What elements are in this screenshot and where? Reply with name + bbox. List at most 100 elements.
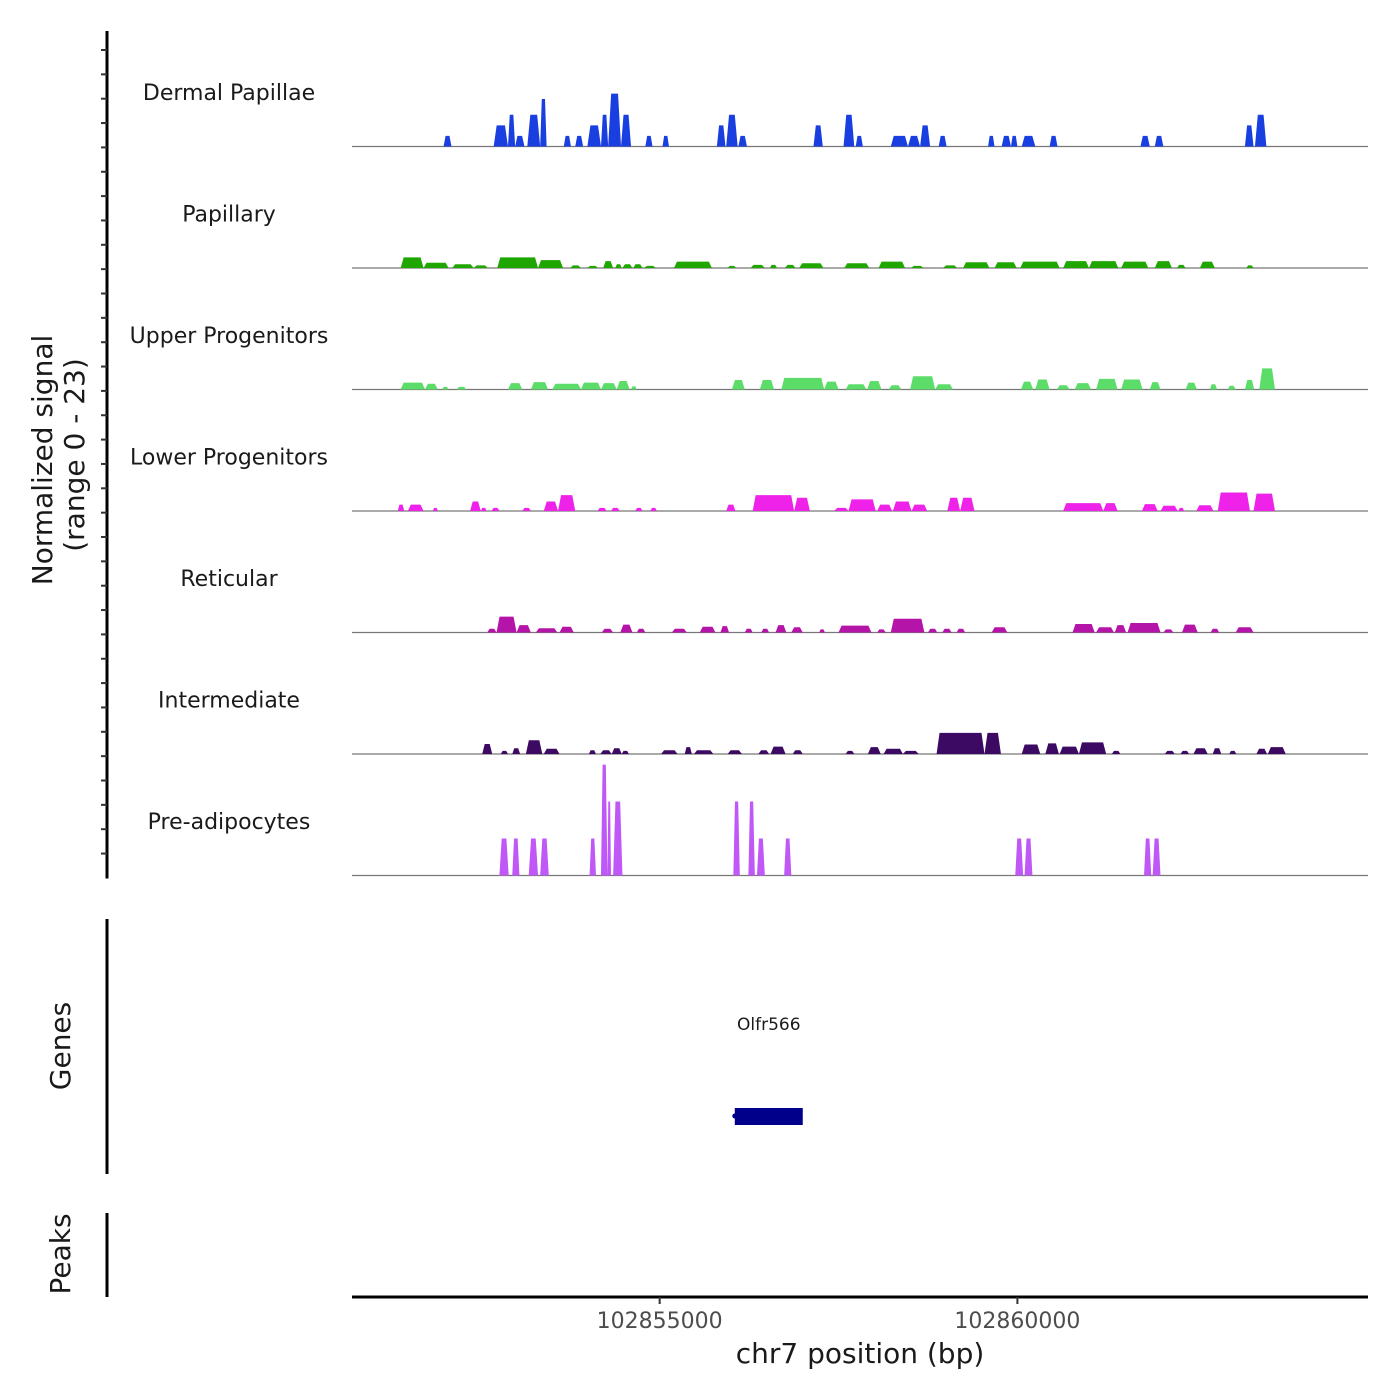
signal-peak (622, 264, 633, 268)
signal-peak (1235, 627, 1254, 633)
signal-peak (960, 497, 975, 511)
signal-peak (877, 629, 886, 633)
signal-peak (587, 265, 599, 268)
signal-peak (942, 628, 952, 633)
signal-peak (781, 377, 825, 390)
signal-peak (733, 801, 740, 876)
signal-peak (1063, 261, 1089, 268)
signal-peak (507, 114, 516, 147)
signal-peak (497, 257, 539, 268)
signal-peak (1021, 744, 1041, 754)
signal-peak (507, 383, 523, 390)
signal-peak (1163, 629, 1174, 633)
signal-peak (1103, 503, 1118, 511)
signal-peak (496, 616, 517, 633)
signal-peak (1149, 382, 1161, 390)
signal-peak (482, 743, 493, 754)
signal-peak (1180, 750, 1190, 754)
gene-strand-marker (732, 1113, 738, 1119)
signal-peak (643, 265, 657, 268)
signal-peak (636, 628, 646, 633)
signal-peak (1253, 493, 1275, 511)
signal-peak (611, 748, 622, 754)
genes-track-label: Genes (44, 1002, 77, 1090)
signal-peak (867, 747, 881, 754)
signal-peak (538, 260, 564, 268)
signal-peak (516, 625, 531, 633)
signal-peak (1015, 838, 1024, 876)
track-reticular: Reticular (180, 567, 1368, 634)
signal-peak (726, 114, 738, 147)
signal-peak (580, 382, 601, 390)
signal-peak (631, 386, 637, 390)
track-label: Pre-adipocytes (148, 810, 311, 835)
track-papillary: Papillary (182, 203, 1368, 269)
track-pre-adipocytes: Pre-adipocytes (148, 764, 1368, 877)
signal-peak (883, 748, 903, 754)
signal-peak (699, 626, 716, 633)
signal-peak (633, 264, 643, 268)
signal-peak (589, 838, 596, 876)
x-axis-title: chr7 position (bp) (736, 1337, 985, 1370)
signal-peak (552, 383, 581, 390)
x-tick-label: 102860000 (954, 1309, 1080, 1334)
signal-peak (799, 263, 824, 268)
signal-peak (512, 748, 521, 754)
signal-peak (794, 497, 810, 511)
signal-peak (1021, 135, 1036, 147)
signal-peak (1059, 746, 1079, 754)
signal-peak (824, 381, 839, 390)
signal-peak (611, 507, 620, 511)
signal-peak (902, 750, 919, 754)
signal-peak (1078, 742, 1107, 754)
signal-peak (784, 838, 792, 876)
signal-peak (603, 261, 614, 268)
signal-peak (920, 125, 931, 147)
signal-peak (491, 507, 500, 511)
signal-peak (456, 386, 467, 390)
signal-peak (844, 263, 870, 268)
signal-peak (1244, 125, 1254, 147)
signal-peak (661, 750, 678, 754)
signal-peak (716, 125, 726, 147)
signal-peak (613, 801, 623, 876)
gene-body[interactable] (734, 1108, 803, 1125)
signal-peak (1127, 622, 1161, 633)
signal-peak (452, 264, 474, 268)
peaks-track: Peaks (44, 1213, 109, 1297)
signal-peak (1217, 492, 1250, 511)
signal-peak (1229, 750, 1237, 754)
signal-peak (1140, 135, 1150, 147)
signal-peak (1254, 114, 1267, 147)
signal-peak (500, 750, 508, 754)
signal-peak (1154, 261, 1172, 268)
signal-peak (1199, 261, 1215, 268)
signal-peak (1035, 379, 1050, 390)
signal-peak (752, 495, 795, 511)
signal-peak (570, 265, 581, 268)
signal-peak (528, 838, 539, 876)
signal-peak (608, 93, 622, 147)
signal-peak (936, 732, 985, 754)
signal-peak (587, 125, 601, 147)
signal-peak (540, 98, 547, 147)
signal-peak (473, 265, 488, 268)
signal-peak (956, 628, 966, 633)
signal-peak (1111, 750, 1121, 754)
track-upper-progenitors: Upper Progenitors (130, 324, 1368, 391)
signal-peak (726, 504, 736, 511)
signal-peak (397, 504, 405, 511)
signal-peak (1185, 382, 1197, 390)
signal-peak (911, 504, 928, 511)
track-intermediate: Intermediate (158, 689, 1368, 755)
signal-peak (731, 379, 745, 390)
signal-peak (1114, 625, 1127, 633)
signal-peak (855, 135, 863, 147)
signal-peak (1045, 743, 1059, 754)
signal-peak (1010, 135, 1018, 147)
signal-peak (671, 628, 687, 633)
signal-peak (600, 750, 612, 754)
signal-peak (620, 624, 633, 633)
signal-peak (1160, 505, 1178, 511)
